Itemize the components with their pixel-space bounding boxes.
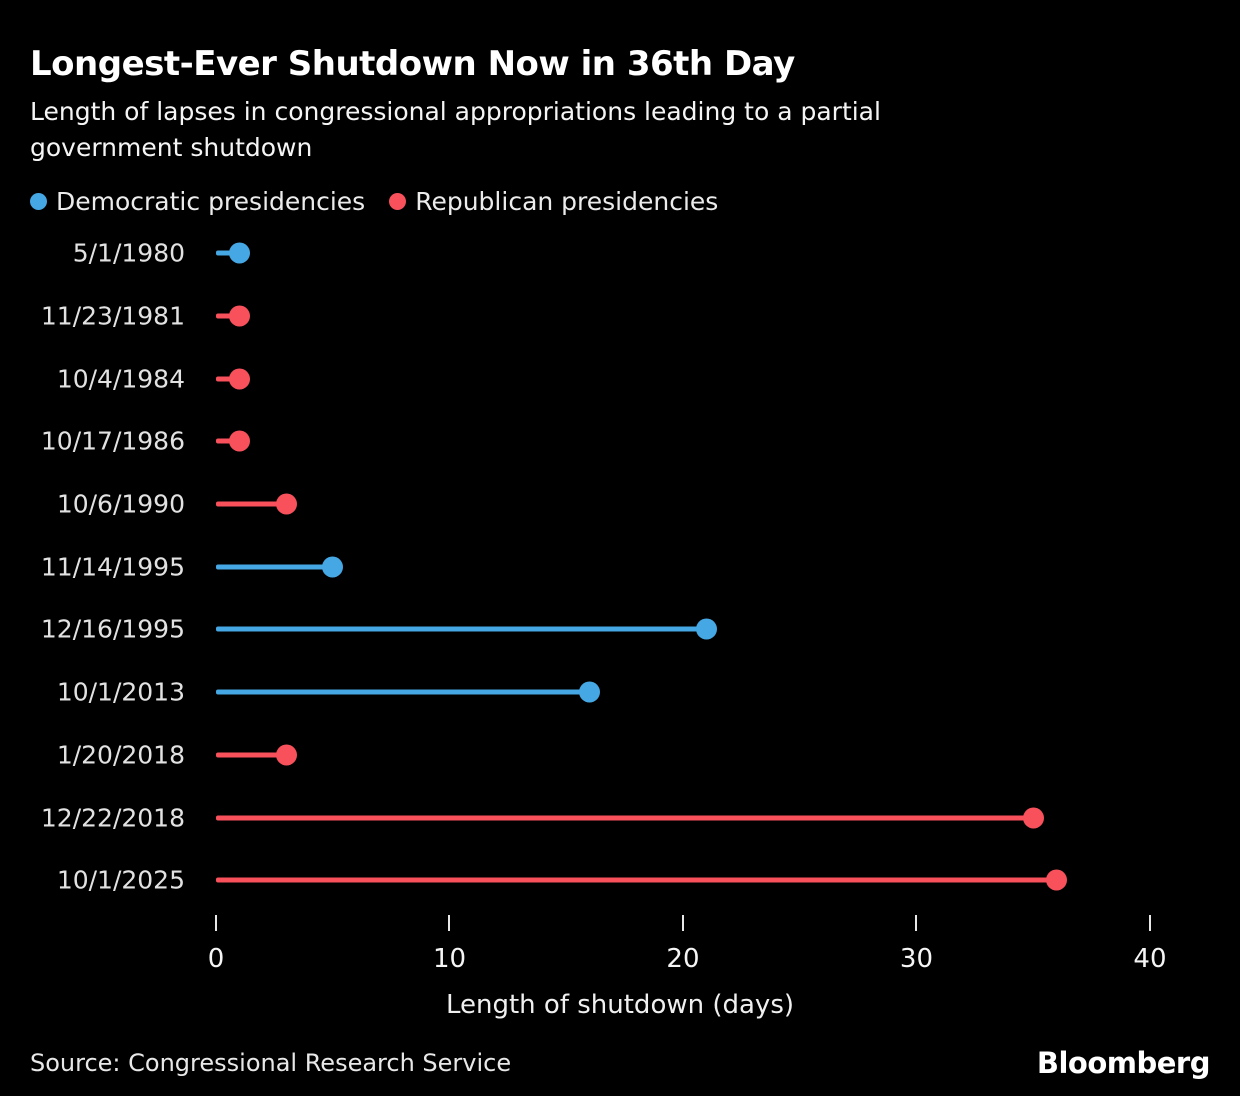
- republican-dot-icon: [389, 192, 407, 210]
- x-axis-title: Length of shutdown (days): [445, 989, 795, 1020]
- chart-row: 5/1/1980: [30, 222, 1210, 285]
- row-label-date: 5/1/1980: [72, 238, 185, 268]
- chart-row: 10/17/1986: [30, 410, 1210, 473]
- chart-rows: 5/1/1980 11/23/1981 10/4/1984 10/17/1986 10/…: [30, 222, 1210, 912]
- row-label-date: 10/4/1984: [56, 364, 185, 394]
- lollipop-stem: [216, 250, 240, 256]
- row-label-date: 12/22/2018: [40, 803, 185, 833]
- row-track: [216, 347, 1220, 410]
- lollipop-dot: [1022, 807, 1044, 829]
- axis-tick-mark: [681, 914, 684, 931]
- axis-tick-mark: [1148, 914, 1151, 931]
- lollipop-stem: [216, 313, 240, 319]
- lollipop-stem: [216, 376, 240, 382]
- lollipop-dot: [228, 242, 250, 264]
- chart-footer: Source: Congressional Research Service B…: [30, 1045, 1211, 1080]
- subtitle-line-1: Length of lapses in congressional approp…: [30, 97, 881, 126]
- lollipop-chart: 5/1/1980 11/23/1981 10/4/1984 10/17/1986 10/…: [30, 222, 1210, 1020]
- chart-row: 10/1/2013: [30, 661, 1210, 724]
- democratic-dot-icon: [30, 192, 47, 210]
- row-label-date: 10/6/1990: [56, 489, 185, 519]
- legend-label-republican: Republican presidencies: [415, 186, 719, 216]
- row-track: [216, 786, 1220, 849]
- lollipop-dot: [1046, 869, 1068, 891]
- lollipop-stem: [216, 626, 707, 632]
- chart-row: 11/23/1981: [30, 285, 1210, 348]
- row-track: [216, 222, 1220, 285]
- lollipop-dot: [228, 368, 250, 390]
- lollipop-stem: [216, 877, 1057, 883]
- chart-row: 10/1/2025: [30, 849, 1210, 912]
- axis-tick-label: 30: [899, 943, 933, 974]
- row-track: [216, 285, 1220, 348]
- x-axis-ticks: [215, 914, 1220, 932]
- lollipop-dot: [228, 305, 250, 327]
- chart-row: 12/16/1995: [30, 598, 1210, 661]
- bloomberg-logo: Bloomberg: [1036, 1045, 1211, 1080]
- lollipop-stem: [216, 752, 287, 758]
- axis-tick-label: 0: [207, 943, 225, 974]
- row-track: [216, 849, 1220, 912]
- row-track: [216, 473, 1220, 536]
- axis-tick-mark: [448, 914, 451, 931]
- row-label-date: 10/1/2025: [56, 865, 185, 895]
- row-label-date: 11/23/1981: [40, 301, 185, 331]
- row-label-date: 12/16/1995: [40, 614, 185, 644]
- lollipop-dot: [275, 744, 297, 766]
- lollipop-dot: [228, 430, 250, 452]
- subtitle-line-2: government shutdown: [30, 133, 313, 162]
- row-label-date: 1/20/2018: [56, 740, 185, 770]
- axis-tick-mark: [215, 914, 217, 931]
- axis-tick-label: 20: [666, 943, 700, 974]
- axis-tick-label: 40: [1133, 943, 1167, 974]
- row-track: [216, 598, 1220, 661]
- lollipop-dot: [579, 681, 601, 703]
- axis-tick-label: 10: [432, 943, 467, 974]
- lollipop-stem: [216, 689, 590, 695]
- lollipop-stem: [216, 815, 1034, 821]
- lollipop-dot: [322, 556, 344, 578]
- lollipop-stem: [216, 438, 240, 444]
- chart-row: 10/4/1984: [30, 347, 1210, 410]
- row-track: [216, 724, 1220, 787]
- lollipop-dot: [275, 493, 297, 515]
- x-axis-tick-labels: 0 10 20 30 40: [208, 943, 1220, 974]
- chart-row: 10/6/1990: [30, 473, 1210, 536]
- row-track: [216, 410, 1220, 473]
- source-note: Source: Congressional Research Service: [30, 1048, 512, 1077]
- row-track: [216, 535, 1220, 598]
- legend-item-democratic: Democratic presidencies: [30, 187, 365, 216]
- row-label-date: 11/14/1995: [40, 552, 185, 582]
- chart-row: 11/14/1995: [30, 535, 1210, 598]
- page-title: Longest-Ever Shutdown Now in 36th Day: [30, 44, 795, 84]
- lollipop-stem: [216, 564, 333, 570]
- legend-label-democratic: Democratic presidencies: [56, 186, 366, 216]
- lollipop-dot: [695, 618, 717, 640]
- chart-legend: Democratic presidencies Republican presi…: [30, 187, 1210, 216]
- legend-item-republican: Republican presidencies: [389, 187, 718, 216]
- row-track: [216, 661, 1220, 724]
- chart-subtitle: Length of lapses in congressional approp…: [30, 94, 1210, 166]
- chart-row: 12/22/2018: [30, 786, 1210, 849]
- row-label-date: 10/17/1986: [40, 426, 185, 456]
- axis-tick-mark: [915, 914, 918, 931]
- chart-row: 1/20/2018: [30, 724, 1210, 787]
- row-label-date: 10/1/2013: [56, 677, 185, 707]
- lollipop-stem: [216, 501, 287, 507]
